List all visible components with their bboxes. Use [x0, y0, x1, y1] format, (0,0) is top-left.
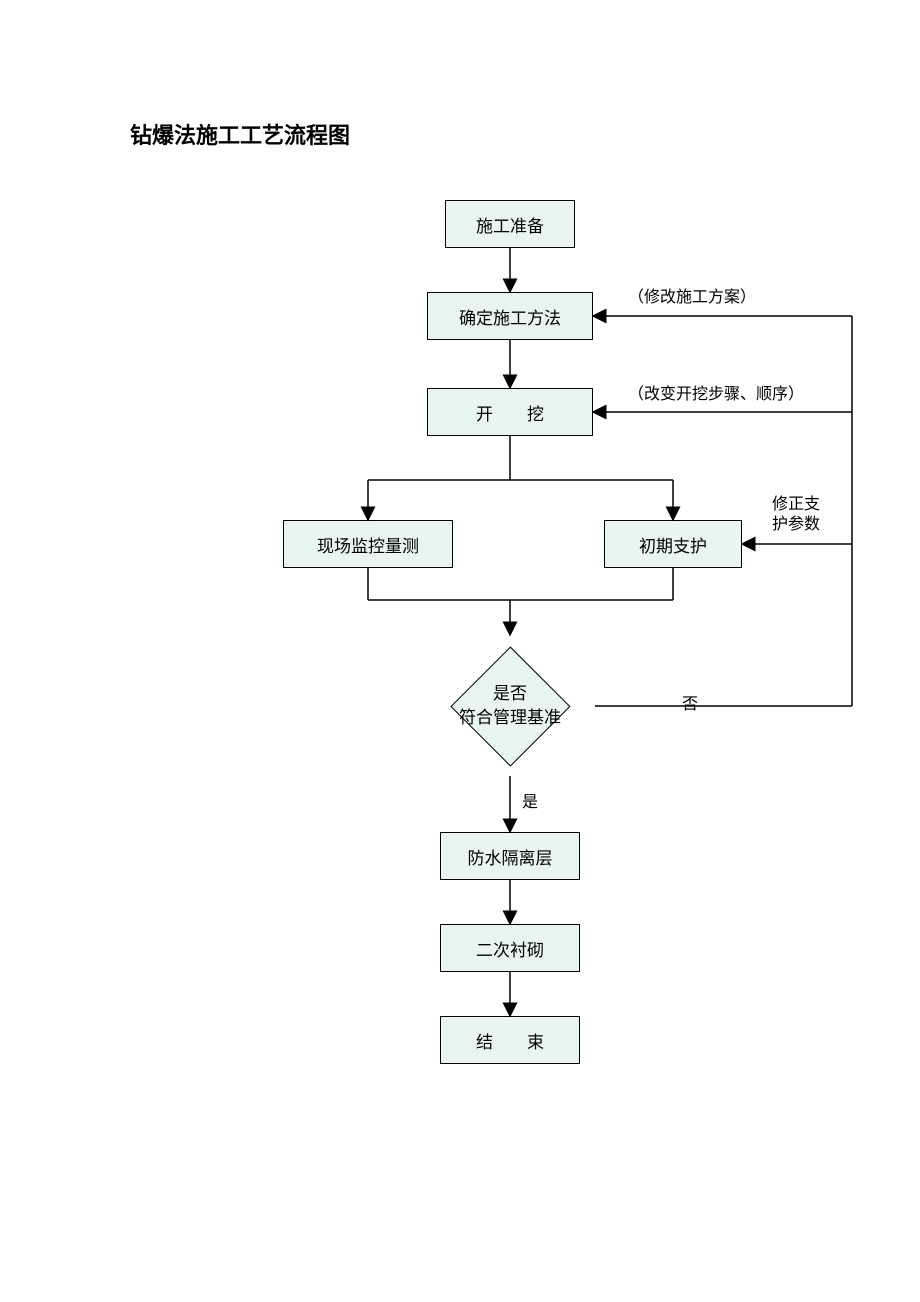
- decision-line2: 符合管理基准: [459, 708, 561, 727]
- node-lining-label: 二次衬砌: [476, 936, 544, 961]
- label-no: 否: [682, 690, 698, 714]
- node-support: 初期支护: [604, 520, 742, 568]
- node-monitor-label: 现场监控量测: [317, 532, 419, 557]
- node-prep-label: 施工准备: [476, 212, 544, 237]
- node-excavate: 开 挖: [427, 388, 593, 436]
- node-prep: 施工准备: [445, 200, 575, 248]
- label-change-steps: （改变开挖步骤、顺序）: [628, 380, 804, 404]
- node-support-label: 初期支护: [639, 532, 707, 557]
- decision-text: 是否 符合管理基准: [450, 646, 570, 766]
- node-waterproof: 防水隔离层: [440, 832, 580, 880]
- node-method: 确定施工方法: [427, 292, 593, 340]
- node-end: 结 束: [440, 1016, 580, 1064]
- node-lining: 二次衬砌: [440, 924, 580, 972]
- node-end-label: 结 束: [476, 1028, 544, 1053]
- node-decision: 是否 符合管理基准: [450, 646, 570, 766]
- node-excavate-label: 开 挖: [476, 400, 544, 425]
- label-yes: 是: [522, 788, 538, 812]
- node-method-label: 确定施工方法: [459, 304, 561, 329]
- node-monitor: 现场监控量测: [283, 520, 453, 568]
- label-adjust-support-2: 护参数: [772, 510, 820, 534]
- page-title: 钻爆法施工工艺流程图: [130, 118, 350, 150]
- label-modify-plan: （修改施工方案）: [628, 283, 756, 307]
- node-waterproof-label: 防水隔离层: [468, 844, 553, 869]
- decision-line1: 是否: [493, 684, 527, 703]
